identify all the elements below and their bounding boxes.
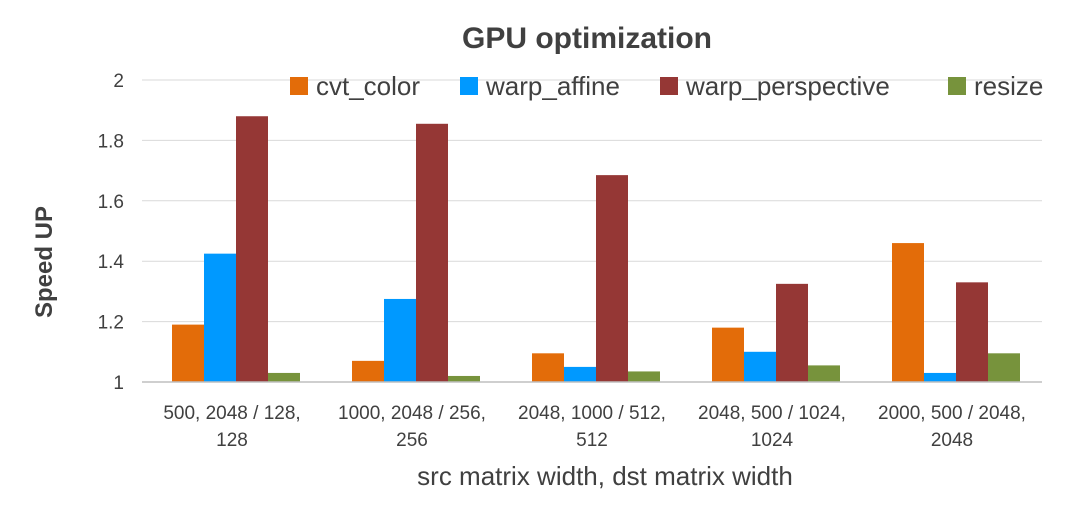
- bar-warp-perspective-4: [776, 283, 808, 382]
- bar-cvt-color-2: [352, 360, 384, 382]
- y-tick-label: 1: [113, 373, 124, 394]
- y-tick-label: 1.8: [98, 131, 124, 152]
- y-tick-label: 1.6: [98, 192, 124, 213]
- bars: [172, 116, 1020, 383]
- bar-resize-1: [268, 372, 300, 382]
- bar-warp-perspective-3: [596, 175, 628, 382]
- legend-label-cvt-color: cvt_color: [316, 71, 420, 101]
- bar-warp-perspective-1: [236, 116, 268, 383]
- bar-resize-2: [448, 375, 480, 382]
- bar-resize-5: [988, 353, 1020, 382]
- legend-swatch-resize: [948, 77, 966, 95]
- y-tick-label: 1.2: [98, 313, 124, 334]
- bar-warp-perspective-5: [956, 282, 988, 382]
- x-category-label: 256: [396, 430, 428, 451]
- x-category-label: 2000, 500 / 2048,: [878, 403, 1026, 424]
- x-category-label: 1024: [751, 430, 794, 451]
- y-tick-label: 1.4: [98, 252, 125, 273]
- x-category-label: 512: [576, 430, 608, 451]
- y-tick-label: 2: [113, 71, 124, 92]
- x-category-label: 1000, 2048 / 256,: [338, 403, 486, 424]
- bar-cvt-color-1: [172, 324, 204, 382]
- y-axis-title: Speed UP: [31, 206, 58, 318]
- x-category-label: 128: [216, 430, 248, 451]
- bar-cvt-color-5: [892, 243, 924, 382]
- legend-swatch-cvt-color: [290, 77, 308, 95]
- bar-warp-affine-3: [564, 366, 596, 382]
- legend: cvt_color warp_affine warp_perspective resi…: [290, 71, 1043, 101]
- legend-label-warp-perspective: warp_perspective: [685, 71, 890, 101]
- x-axis-categories: 500, 2048 / 128, 128 1000, 2048 / 256, 256 2…: [163, 403, 1026, 451]
- bar-cvt-color-4: [712, 327, 744, 382]
- bar-warp-affine-5: [924, 372, 956, 382]
- bar-warp-perspective-2: [416, 123, 448, 382]
- bar-resize-4: [808, 365, 840, 382]
- legend-label-warp-affine: warp_affine: [485, 71, 620, 101]
- bar-warp-affine-4: [744, 351, 776, 382]
- x-category-label: 500, 2048 / 128,: [163, 403, 300, 424]
- bar-warp-affine-2: [384, 298, 416, 382]
- y-axis-ticks: 1 1.2 1.4 1.6 1.8 2: [98, 71, 125, 394]
- chart-title: GPU optimization: [462, 22, 712, 55]
- legend-swatch-warp-perspective: [660, 77, 678, 95]
- x-category-label: 2048, 1000 / 512,: [518, 403, 666, 424]
- x-category-label: 2048, 500 / 1024,: [698, 403, 846, 424]
- legend-swatch-warp-affine: [460, 77, 478, 95]
- x-category-label: 2048: [931, 430, 973, 451]
- bar-resize-3: [628, 371, 660, 382]
- bar-warp-affine-1: [204, 253, 236, 382]
- bar-cvt-color-3: [532, 353, 564, 382]
- x-axis-title: src matrix width, dst matrix width: [417, 461, 793, 491]
- legend-label-resize: resize: [974, 71, 1043, 101]
